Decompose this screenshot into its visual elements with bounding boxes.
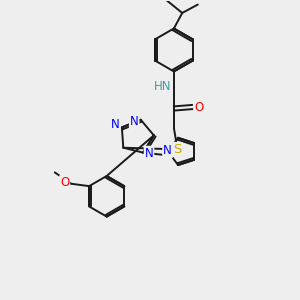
Text: N: N [111, 118, 120, 131]
Text: N: N [130, 115, 139, 128]
Text: HN: HN [154, 80, 171, 94]
Text: S: S [173, 143, 182, 156]
Text: O: O [194, 100, 204, 113]
Text: N: N [163, 144, 172, 157]
Text: N: N [145, 147, 153, 160]
Text: O: O [60, 176, 69, 189]
